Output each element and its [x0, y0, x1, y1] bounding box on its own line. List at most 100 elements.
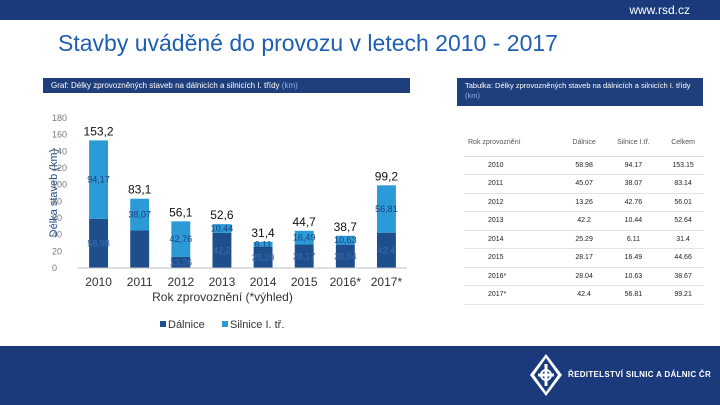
y-tick-label: 180 — [52, 113, 67, 123]
x-tick-label: 2017* — [371, 275, 403, 289]
total-label: 99,2 — [375, 169, 399, 183]
table-cell: 31.4 — [662, 230, 704, 249]
y-tick-label: 0 — [52, 263, 57, 273]
data-label: 10,44 — [211, 223, 234, 233]
x-tick-label: 2015 — [291, 275, 318, 289]
data-label: 42,4 — [378, 245, 396, 255]
y-tick-label: 40 — [52, 230, 62, 240]
y-tick-label: 140 — [52, 146, 67, 156]
stacked-bar-chart: Délka staveb (km) 0 20 40 60 80 100 120 140 160 18… — [48, 113, 407, 331]
data-label: 16,49 — [293, 233, 316, 243]
bar-silnice-2010 — [89, 140, 109, 219]
table-panel-text: Délky zprovozněných staveb na dálnicích … — [495, 81, 691, 90]
table-cell: 42.2 — [563, 211, 605, 231]
table-header-row: Rok zprovoznění Dálnice Silnice I.tř. Celke… — [464, 130, 704, 157]
data-label: 38,07 — [128, 210, 151, 220]
total-label: 44,7 — [293, 215, 317, 229]
bar-dalnice-2010 — [89, 218, 109, 268]
footer: ŘEDITELSTVÍ SILNIC A DÁLNIC ČR — [0, 346, 720, 405]
x-tick-label: 2011 — [127, 275, 153, 289]
table-cell: 94.17 — [604, 156, 663, 175]
bar-silnice-2014 — [253, 241, 273, 247]
table-cell: 6.11 — [604, 230, 663, 249]
table-cell: 42.4 — [563, 285, 605, 305]
table-cell: 38.67 — [662, 267, 704, 286]
table-column-header: Silnice I.tř. — [604, 130, 663, 157]
table-cell: 56.81 — [604, 285, 663, 305]
table-cell: 10.63 — [604, 267, 663, 286]
data-label: 94,17 — [87, 175, 110, 185]
y-tick-label: 120 — [52, 163, 67, 173]
table-cell: 2010 — [464, 156, 564, 175]
table-cell: 45.07 — [563, 174, 605, 194]
table-cell: 16.49 — [604, 248, 663, 268]
bar-silnice-2017* — [376, 185, 396, 233]
table-cell: 52.64 — [662, 211, 704, 231]
table-panel-header: Tabulka: Délky zprovozněných staveb na d… — [457, 78, 703, 106]
table-cell: 38.07 — [604, 174, 663, 194]
table-cell: 2014 — [464, 230, 564, 249]
total-label: 153,2 — [84, 124, 114, 138]
bar-dalnice-2013 — [212, 232, 232, 268]
bar-dalnice-2016* — [335, 244, 355, 268]
total-label: 31,4 — [251, 226, 275, 240]
table-cell: 83.14 — [662, 174, 704, 194]
table-row: 2017* 42.4 56.81 99.21 — [464, 285, 704, 305]
table-cell: 28.17 — [563, 248, 605, 268]
x-tick-label: 2016* — [330, 275, 362, 289]
bar-silnice-2013 — [212, 224, 232, 233]
total-label: 83,1 — [128, 183, 152, 197]
table-cell: 2016* — [464, 267, 564, 286]
table-panel-unit: (km) — [465, 91, 480, 100]
y-tick-label: 80 — [52, 196, 62, 206]
x-tick-label: 2014 — [250, 275, 277, 289]
highway-interchange-icon — [530, 354, 562, 396]
table-cell: 153.15 — [662, 156, 704, 175]
data-label: 42,76 — [170, 234, 193, 244]
table-row: 2012 13.26 42.76 56.01 — [464, 193, 704, 212]
x-tick-label: 2010 — [85, 275, 112, 289]
table-row: 2013 42.2 10.44 52.64 — [464, 211, 704, 231]
table-column-header: Rok zprovoznění — [464, 130, 564, 157]
legend-swatch-silnice — [222, 321, 228, 327]
data-label: 10,63 — [334, 235, 357, 245]
table-row: 2010 58.98 94.17 153.15 — [464, 156, 704, 175]
bar-dalnice-2012 — [171, 256, 191, 268]
table-cell: 56.01 — [662, 193, 704, 212]
top-bar: www.rsd.cz — [0, 0, 720, 20]
data-label: 28,17 — [293, 251, 316, 261]
table-cell: 2015 — [464, 248, 564, 268]
table-cell: 10.44 — [604, 211, 663, 231]
table-row: 2011 45.07 38.07 83.14 — [464, 174, 704, 194]
data-label: 6,11 — [255, 239, 272, 249]
table-row: 2015 28.17 16.49 44.66 — [464, 248, 704, 268]
bar-dalnice-2011 — [130, 230, 150, 268]
bar-dalnice-2017* — [376, 232, 396, 268]
total-label: 38,7 — [334, 220, 358, 234]
data-label: 13,26 — [170, 257, 193, 267]
legend-label-dalnice: Dálnice — [168, 319, 205, 331]
y-tick-label: 60 — [52, 213, 62, 223]
table-cell: 58.98 — [563, 156, 605, 175]
chart-panel-prefix: Graf: — [51, 81, 72, 90]
table-body: 2010 58.98 94.17 153.15 2011 45.07 38.07 83.14 2… — [464, 156, 704, 305]
chart-panel-text: Délky zprovozněných staveb na dálnicích … — [71, 81, 282, 90]
table-cell: 28.04 — [563, 267, 605, 286]
bar-silnice-2012 — [171, 221, 191, 257]
table-cell: 2012 — [464, 193, 564, 212]
organization-name: ŘEDITELSTVÍ SILNIC A DÁLNIC ČR — [568, 370, 712, 379]
site-url[interactable]: www.rsd.cz — [629, 3, 690, 17]
table-cell: 42.76 — [604, 193, 663, 212]
bar-dalnice-2014 — [253, 246, 273, 268]
table-cell: 2011 — [464, 174, 564, 194]
table-column-header: Dálnice — [563, 130, 605, 157]
bar-dalnice-2015 — [294, 244, 314, 268]
legend-swatch-dalnice — [160, 321, 166, 327]
data-table: Rok zprovoznění Dálnice Silnice I.tř. Celke… — [464, 130, 704, 305]
data-label: 58,98 — [87, 238, 110, 248]
y-axis-label: Délka staveb (km) — [48, 149, 60, 238]
table-cell: 44.66 — [662, 248, 704, 268]
table-cell: 25.29 — [563, 230, 605, 249]
table-cell: 13.26 — [563, 193, 605, 212]
table-row: 2014 25.29 6.11 31.4 — [464, 230, 704, 249]
